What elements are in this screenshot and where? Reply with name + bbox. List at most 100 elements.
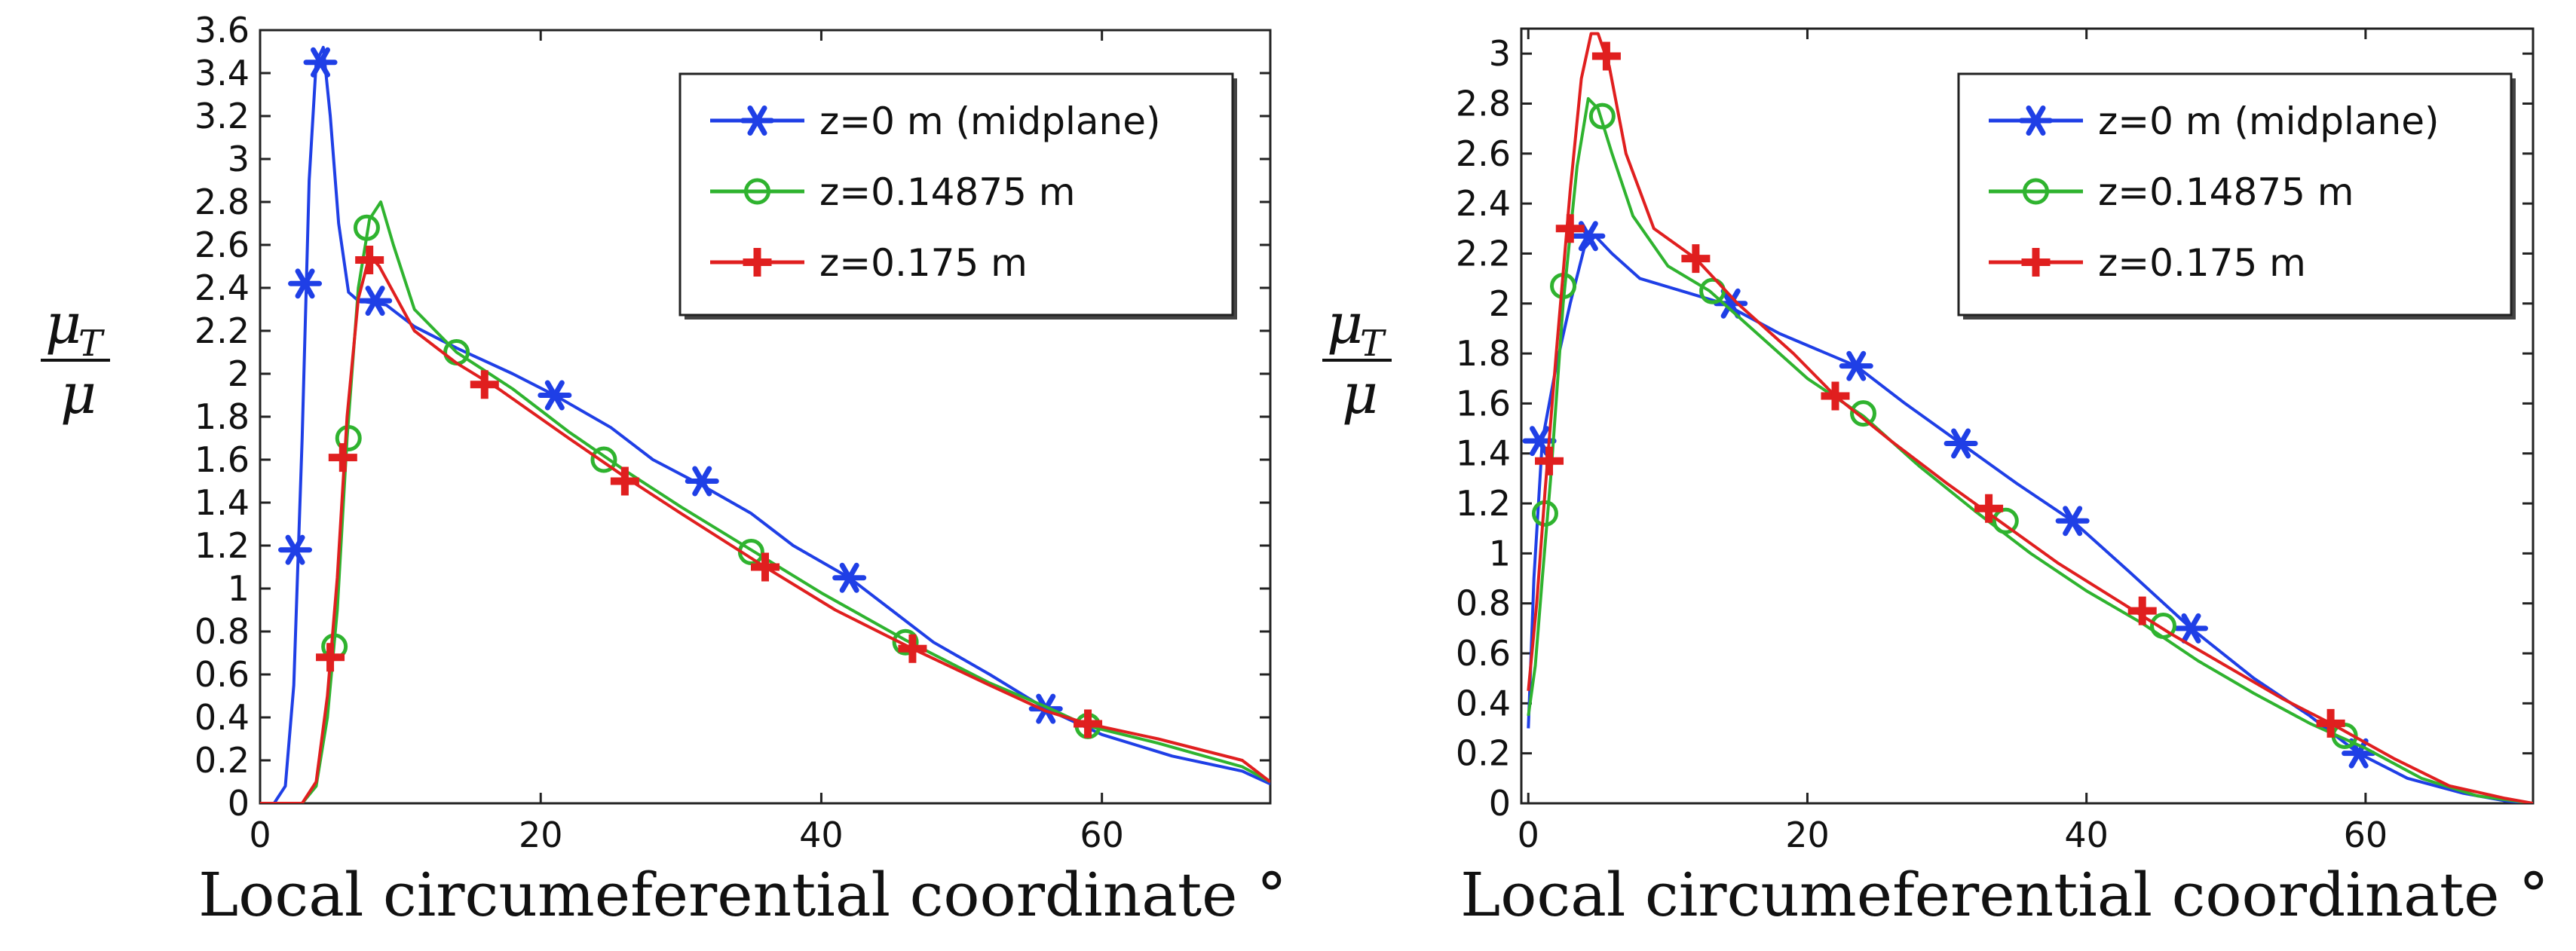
- y-tick-label: 1.4: [195, 482, 250, 523]
- y-tick-label: 2: [228, 353, 250, 394]
- data-point-marker: [1591, 41, 1621, 71]
- data-point-marker-stroke: [311, 47, 331, 78]
- data-point-marker: [1681, 244, 1711, 274]
- data-point-marker-stroke: [2348, 738, 2369, 769]
- data-point-marker-stroke: [365, 286, 385, 316]
- y-axis-label-subscript: T: [78, 323, 105, 365]
- data-point-marker-stroke: [2063, 506, 2083, 537]
- chart-panel-right: 0 0.2 0.4 0.6 0.8 1 1.2 1.4 1.6 1.8 2 2.2 2.4 2.6 2.8 3…: [1322, 27, 2549, 930]
- x-tick-label: 60: [2344, 815, 2388, 855]
- series-2: [260, 245, 1270, 803]
- y-tick-label: 0.2: [195, 740, 250, 781]
- y-tick-label: 0.6: [1456, 633, 1511, 674]
- y-tick-label: 2.8: [195, 182, 250, 222]
- y-axis-label-denominator: μ: [1342, 362, 1378, 427]
- data-point-marker: [1850, 400, 1877, 427]
- legend-box: [1957, 72, 2513, 316]
- y-tick-label: 1.4: [1456, 433, 1511, 474]
- y-tick-label: 0.6: [195, 654, 250, 695]
- chart-panel-left: 00.20.40.60.811.21.41.61.822.22.42.62.83…: [41, 10, 1287, 930]
- y-tick-label: 3.6: [195, 10, 250, 50]
- data-point-marker: [335, 425, 362, 451]
- data-point-marker-stroke: [1578, 221, 1598, 252]
- y-tick-label: 3: [1489, 33, 1511, 74]
- x-tick-label: 0: [1518, 815, 1539, 855]
- data-point-marker: [316, 643, 345, 672]
- data-point-marker: [2055, 506, 2090, 537]
- data-point-marker-stroke: [295, 268, 315, 299]
- series-line-1: [1527, 96, 2533, 803]
- data-point-marker: [590, 446, 617, 473]
- y-tick-label: 1: [1489, 533, 1511, 573]
- data-point-marker: [1992, 507, 2019, 534]
- y-tick-label: 2.6: [1456, 133, 1511, 174]
- y-tick-label: 3.4: [195, 53, 250, 93]
- legend-entry-label: z=0.175 m: [2098, 241, 2306, 285]
- data-point-marker-stroke: [692, 466, 712, 497]
- y-tick-label: 0.2: [1456, 733, 1511, 774]
- y-tick-label: 1.8: [195, 396, 250, 437]
- x-tick-label: 20: [519, 815, 563, 855]
- data-point-marker: [2127, 596, 2157, 625]
- data-point-marker-stroke: [839, 562, 859, 593]
- y-tick-label: 3.2: [195, 96, 250, 136]
- y-axis-label: μTμ: [41, 292, 110, 427]
- legend-entry-label: z=0.175 m: [819, 241, 1028, 285]
- y-tick-label: 0: [1489, 783, 1511, 824]
- data-point-marker: [278, 534, 313, 565]
- legend-entry-label: z=0 m (midplane): [2098, 99, 2440, 143]
- y-axis: 0 0.2 0.4 0.6 0.8 1 1.2 1.4 1.6 1.8 2 2.2 2.4 2.6 2.8 3: [1456, 33, 2533, 824]
- series-line-2: [1527, 32, 2533, 803]
- y-tick-label: 2.4: [1456, 183, 1511, 224]
- x-axis: 0 20 40 60: [1518, 29, 2388, 855]
- x-tick-label: 60: [1080, 815, 1124, 855]
- data-point-marker: [470, 370, 499, 399]
- data-point-marker: [832, 562, 867, 593]
- data-point-marker-stroke: [285, 534, 305, 565]
- legend-swatch-marker: [2019, 105, 2053, 136]
- y-tick-label: 1.2: [1456, 483, 1511, 524]
- data-point-marker: [1974, 494, 2004, 523]
- y-tick-label: 2.8: [1456, 83, 1511, 124]
- y-axis-label-numerator: μ: [45, 292, 81, 356]
- legend-swatch-marker: [743, 248, 772, 277]
- data-point-marker-stroke: [1530, 426, 1550, 457]
- legend-entry-label: z=0.14875 m: [2098, 170, 2354, 214]
- data-point-marker: [1839, 350, 1873, 381]
- data-point-marker: [1699, 277, 1726, 304]
- data-point-marker: [898, 634, 927, 663]
- legend-entry-label: z=0.14875 m: [819, 170, 1076, 214]
- data-point-marker-stroke: [1036, 693, 1056, 724]
- x-tick-label: 40: [799, 815, 844, 855]
- y-tick-label: 1.8: [1456, 333, 1511, 374]
- data-point-marker-stroke: [544, 380, 565, 411]
- y-tick-label: 2.2: [1456, 233, 1511, 274]
- x-axis-label: Local circumeferential coordinate °: [198, 860, 1287, 930]
- y-tick-label: 2.6: [195, 225, 250, 265]
- data-point-marker-stroke: [2181, 613, 2201, 644]
- series-0: [260, 45, 1270, 803]
- legend: z=0 m (midplane) z=0.14875 m z=0.175 m: [678, 72, 1237, 320]
- y-tick-label: 2: [1489, 283, 1511, 324]
- legend-swatch-marker: [740, 105, 774, 136]
- series-line-0: [260, 45, 1270, 803]
- data-point-marker: [358, 286, 393, 316]
- data-point-marker: [1943, 428, 1978, 459]
- y-tick-label: 0.8: [195, 611, 250, 652]
- legend-swatch-marker-stroke: [2026, 105, 2046, 136]
- data-point-marker: [1028, 693, 1063, 724]
- data-point-marker: [751, 552, 780, 582]
- y-axis-label-numerator: μ: [1327, 292, 1363, 356]
- legend-entry-label: z=0 m (midplane): [819, 99, 1161, 143]
- y-axis-label: μTμ: [1322, 292, 1392, 427]
- series-2: [1527, 32, 2533, 803]
- data-point-marker: [1535, 446, 1564, 476]
- legend: z=0 m (midplane) z=0.14875 m z=0.175 m: [1957, 72, 2516, 320]
- legend-box: [678, 72, 1234, 316]
- x-tick-label: 40: [2064, 815, 2109, 855]
- legend-swatch-marker-stroke: [747, 105, 767, 136]
- series-line-1: [260, 200, 1270, 803]
- y-tick-label: 1.6: [195, 439, 250, 480]
- x-axis-label: Local circumeferential coordinate °: [1460, 860, 2549, 930]
